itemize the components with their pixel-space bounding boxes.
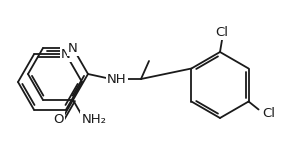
Text: N: N [61, 48, 71, 61]
Text: NH₂: NH₂ [81, 113, 107, 126]
Text: N: N [68, 42, 78, 55]
Text: Cl: Cl [215, 26, 229, 38]
Text: NH: NH [107, 73, 127, 85]
Text: Cl: Cl [262, 107, 275, 120]
Text: O: O [53, 113, 63, 126]
